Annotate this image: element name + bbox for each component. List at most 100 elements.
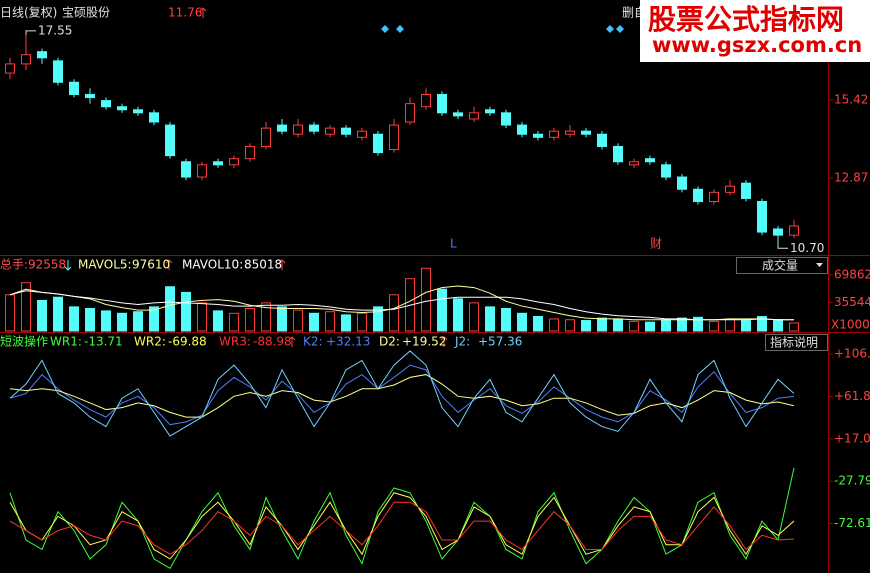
volume-bar (501, 307, 511, 332)
candle-body (325, 127, 335, 135)
help-button-box[interactable] (765, 334, 828, 351)
unit-label: X1000 (831, 318, 870, 332)
volume-bar (549, 318, 559, 332)
candle-body (341, 127, 351, 135)
volume-bar (37, 299, 47, 332)
candle-body (789, 225, 799, 236)
candle-body (517, 124, 527, 135)
watermark-box (640, 0, 870, 62)
candle-body (661, 164, 671, 178)
candle-body (373, 133, 383, 154)
candle-body (549, 130, 559, 138)
volume-bar (181, 291, 191, 332)
candle-body (133, 109, 143, 114)
y-tick-label: +61.87 (834, 389, 870, 403)
volume-bar (117, 312, 127, 332)
candle-body (501, 112, 511, 126)
y-tick-label: -27.79 (834, 474, 870, 488)
legend-value: -88.98 (253, 335, 292, 349)
candle-body (437, 93, 447, 114)
candle-body (85, 93, 95, 99)
volume-bar (453, 298, 463, 332)
total-label: 总手: (0, 258, 28, 272)
y-tick-label: +106.7 (834, 347, 870, 361)
up-arrow (278, 259, 286, 270)
volume-bar (69, 306, 79, 332)
volume-bar (5, 294, 15, 332)
y-tick-label: 12.87 (834, 170, 868, 184)
volume-bar (581, 320, 591, 332)
volume-bar (677, 317, 687, 332)
volume-bar (229, 312, 239, 332)
watermark-title: 股票公式指标网 (648, 3, 844, 36)
marker-l[interactable]: L (450, 237, 457, 251)
watermark-url: www.gszx.com.cn (652, 33, 862, 57)
legend-value: 97610 (132, 258, 170, 272)
candle-body (757, 200, 767, 233)
volume-bar (709, 320, 719, 332)
volume-bar (533, 316, 543, 332)
candle-body (709, 191, 719, 202)
candle-body (453, 112, 463, 117)
volume-bar (165, 286, 175, 332)
candle-body (213, 161, 223, 166)
volume-bar (389, 294, 399, 332)
volume-bar (757, 316, 767, 332)
candle-body (229, 158, 239, 166)
candle-body (469, 112, 479, 120)
candle-body (357, 130, 367, 138)
up-arrow (165, 259, 173, 270)
legend-value: -13.71 (84, 335, 123, 349)
candle-body (565, 130, 575, 135)
candle-body (69, 81, 79, 95)
volume-bar (357, 312, 367, 332)
up-arrow (199, 7, 207, 18)
candle-body (165, 124, 175, 157)
candle-body (725, 185, 735, 193)
volume-bar (85, 307, 95, 332)
legend-value: 85018 (244, 258, 282, 272)
volume-bar (373, 306, 383, 332)
dropdown-icon[interactable] (816, 263, 823, 267)
candle-body (581, 130, 591, 135)
candle-body (693, 188, 703, 202)
legend-name: MAVOL5: (78, 258, 132, 272)
candle-body (645, 158, 655, 163)
help-button[interactable]: 指标说明 (770, 335, 818, 350)
volume-bar (213, 310, 223, 332)
selector-box[interactable] (736, 257, 828, 274)
legend-name: WR2: (134, 335, 166, 349)
indicator-line (9, 501, 795, 555)
min-pointer (777, 244, 788, 249)
candle-body (629, 161, 639, 166)
legend-name: J2: (454, 335, 470, 349)
volume-bar (21, 282, 31, 332)
volume-bar (469, 302, 479, 332)
candle-body (181, 161, 191, 178)
up-arrow (288, 336, 296, 347)
volume-bar (53, 296, 63, 332)
candle-body (309, 124, 319, 132)
candle-body (597, 133, 607, 147)
stock-name: 宝硕股份 (62, 6, 110, 20)
down-arrow (64, 260, 72, 271)
volume-bar (245, 307, 255, 332)
volume-bar (725, 318, 735, 332)
candle-body (277, 124, 287, 132)
volume-bar (629, 320, 639, 332)
candle-body (741, 182, 751, 199)
total-value: 92558 (28, 258, 66, 272)
y-tick-label: 69862 (834, 267, 870, 281)
marker-finance[interactable]: 财 (650, 237, 662, 251)
ma-line (9, 285, 794, 321)
volume-bar (421, 267, 431, 332)
volume-bar (661, 319, 671, 332)
indicator-title: 短波操作 (0, 334, 48, 349)
legend-name: D2: (379, 335, 400, 349)
volume-bar (741, 320, 751, 332)
selector-label[interactable]: 成交量 (762, 258, 798, 273)
candle-body (677, 176, 687, 190)
volume-bar (309, 312, 319, 332)
candle-body (197, 164, 207, 178)
